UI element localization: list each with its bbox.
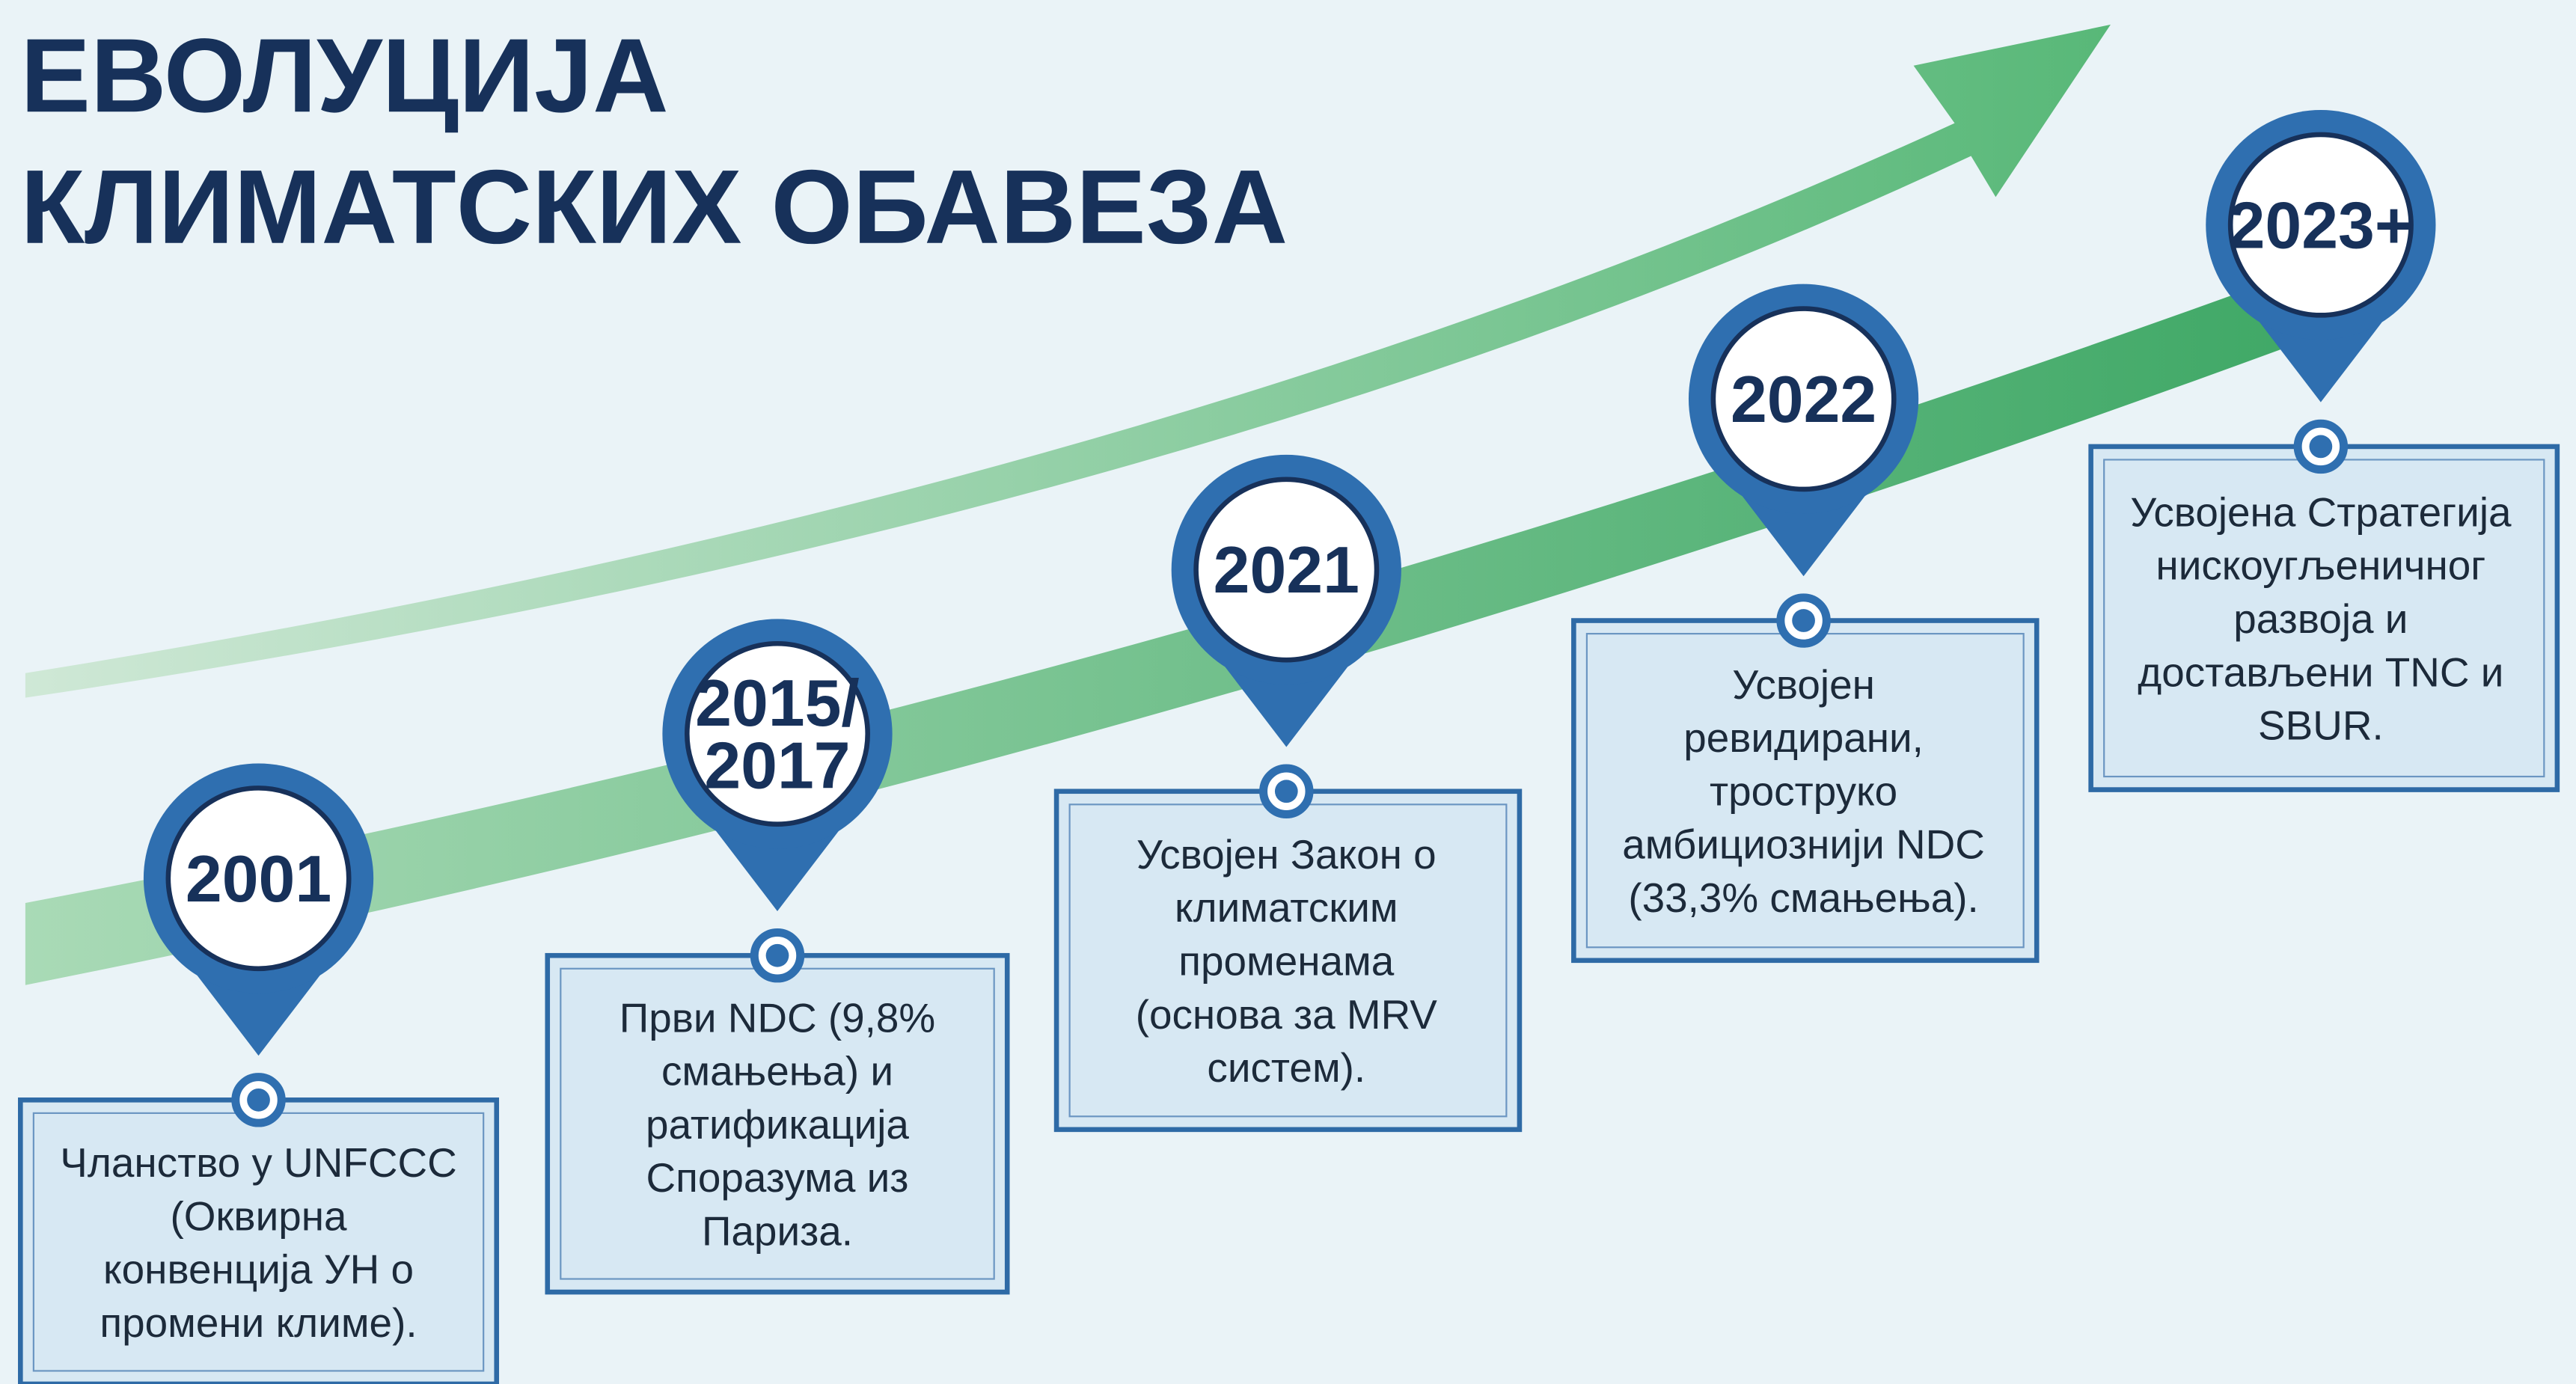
description-line: Усвојен <box>1732 661 1875 708</box>
description-line: амбициознији NDC <box>1622 821 1985 868</box>
year: 2021 <box>1214 533 1359 607</box>
description-line: Усвојена Стратегија <box>2130 489 2512 535</box>
description-line: промени климе). <box>100 1299 417 1346</box>
description-line: нискоугљеничног <box>2156 542 2485 589</box>
description-line: SBUR. <box>2258 702 2384 749</box>
description-line: достављени TNC и <box>2138 649 2503 695</box>
description-line: (основа за MRV <box>1136 991 1438 1038</box>
description-line: (33,3% смањења). <box>1628 875 1978 921</box>
description-line: Чланство у UNFCCC <box>60 1139 457 1186</box>
description-line: систем). <box>1207 1044 1365 1091</box>
box <box>1053 789 1523 1133</box>
description-line: Први NDC (9,8% <box>619 994 935 1041</box>
pin-face <box>2227 132 2414 318</box>
box <box>2088 444 2560 792</box>
description-line: троструко <box>1710 768 1897 814</box>
year: 2015/ <box>695 667 860 740</box>
box <box>545 952 1010 1295</box>
pin-face <box>685 640 870 827</box>
description-line: (Оквирна <box>170 1192 347 1239</box>
pin-face <box>165 786 352 972</box>
description-line: ратификација <box>646 1101 909 1148</box>
pin-dot-core <box>1274 780 1298 803</box>
pin-dot-core <box>247 1088 270 1112</box>
pin-dot-core <box>2309 435 2333 459</box>
description-line: развоја и <box>2233 595 2408 642</box>
lower-band <box>25 271 2316 985</box>
box <box>18 1097 500 1384</box>
description-line: променама <box>1178 938 1394 985</box>
description-line: Усвојен Закон о <box>1136 831 1437 878</box>
year: 2022 <box>1731 363 1876 436</box>
year: 2023+ <box>2229 189 2414 262</box>
pin-dot-core <box>765 943 789 967</box>
description-line: климатским <box>1175 884 1398 931</box>
milestones: 2001 Чланство у UNFCCC (Оквирна конвенција … <box>18 110 2560 1384</box>
title-line: КЛИМАТСКИХ ОБАВЕЗА <box>20 148 1288 266</box>
title-line: ЕВОЛУЦИЈА <box>20 16 668 134</box>
description-line: Париза. <box>702 1208 853 1255</box>
description-line: Споразума из <box>646 1154 909 1201</box>
description-line: конвенција УН о <box>103 1246 414 1293</box>
description-line: смањења) и <box>661 1048 893 1094</box>
year: 2001 <box>186 842 331 916</box>
pin-face <box>1193 477 1380 663</box>
box <box>1571 618 2040 964</box>
year: 2017 <box>704 729 850 802</box>
pin-face <box>1710 306 1897 492</box>
description-line: ревидирани, <box>1683 714 1924 761</box>
pin-dot-core <box>1792 609 1815 632</box>
